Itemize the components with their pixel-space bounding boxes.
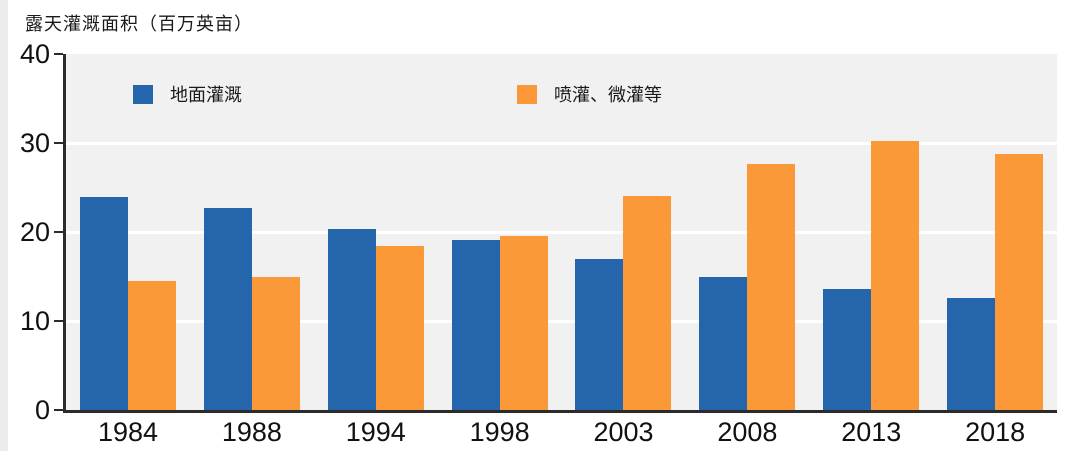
y-tick-40 xyxy=(54,53,63,55)
bar-sprinkler-2008 xyxy=(747,164,796,410)
legend-swatch-icon xyxy=(133,85,153,104)
gridline-y-30 xyxy=(66,142,1057,145)
bar-surface-1984 xyxy=(79,197,128,410)
x-tick-label-1994: 1994 xyxy=(345,417,406,447)
legend-label: 喷灌、微灌等 xyxy=(554,85,662,105)
bar-sprinkler-1984 xyxy=(127,280,176,410)
x-axis-line xyxy=(63,410,1057,413)
y-tick-30 xyxy=(54,142,63,144)
x-tick-label-1984: 1984 xyxy=(97,417,159,447)
x-tick-label-2018: 2018 xyxy=(965,417,1026,447)
bar-surface-2018 xyxy=(947,297,996,410)
bar-surface-1988 xyxy=(203,207,252,410)
gridline-y-10 xyxy=(66,320,1057,323)
y-tick-20 xyxy=(54,231,63,233)
y-tick-label-10: 10 xyxy=(19,306,50,336)
y-tick-label-0: 0 xyxy=(34,395,50,425)
bar-sprinkler-2003 xyxy=(623,195,672,410)
legend-label: 地面灌溉 xyxy=(170,85,242,105)
y-tick-10 xyxy=(54,320,63,322)
x-tick-label-2003: 2003 xyxy=(593,417,654,447)
y-tick-label-20: 20 xyxy=(19,217,50,247)
bar-surface-2008 xyxy=(699,276,748,410)
x-tick-label-2008: 2008 xyxy=(717,417,778,447)
y-axis-line xyxy=(63,54,66,413)
bar-sprinkler-1988 xyxy=(251,276,300,410)
bar-surface-2013 xyxy=(823,288,872,410)
left-edge-strip xyxy=(0,0,8,451)
x-tick-label-1988: 1988 xyxy=(221,417,282,447)
legend-swatch-icon xyxy=(517,85,537,104)
y-tick-label-40: 40 xyxy=(19,39,50,69)
bar-surface-1994 xyxy=(327,229,376,410)
y-tick-label-30: 30 xyxy=(19,128,50,158)
bar-surface-1998 xyxy=(451,240,500,410)
x-tick-label-2013: 2013 xyxy=(841,417,902,447)
y-tick-0 xyxy=(54,409,63,411)
bar-sprinkler-2013 xyxy=(871,141,920,410)
bar-sprinkler-2018 xyxy=(995,153,1044,410)
bar-sprinkler-1998 xyxy=(499,235,548,410)
x-tick-label-1998: 1998 xyxy=(469,417,530,447)
gridline-y-20 xyxy=(66,231,1057,234)
bar-sprinkler-1994 xyxy=(375,246,424,410)
chart-title: 露天灌溉面积（百万英亩） xyxy=(25,14,253,34)
bar-surface-2003 xyxy=(575,258,624,410)
